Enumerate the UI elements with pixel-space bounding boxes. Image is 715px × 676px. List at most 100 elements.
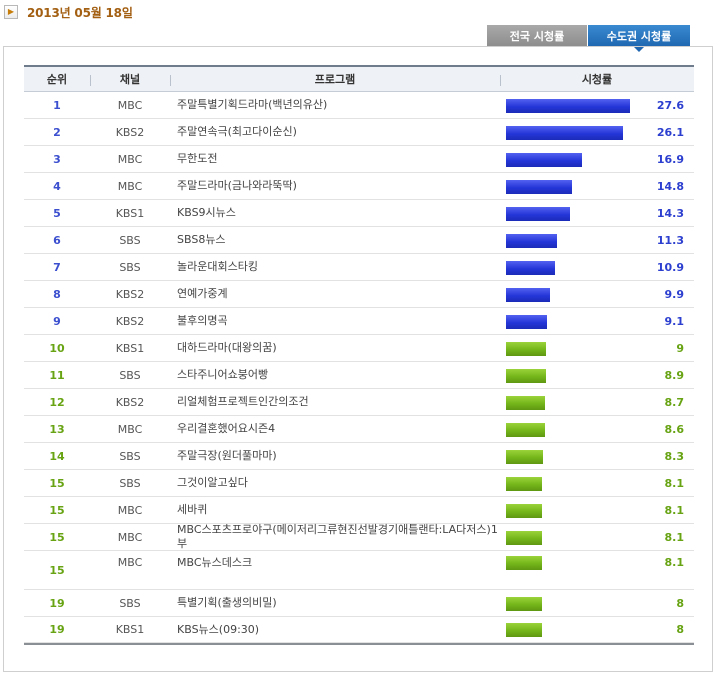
- channel-cell: KBS2: [115, 395, 145, 409]
- table-row: 9 KBS2 불후의명곡 9.1: [24, 308, 694, 335]
- rating-value: 14.3: [656, 207, 684, 220]
- table-row: 3 MBC 무한도전 16.9: [24, 146, 694, 173]
- program-cell: 대하드라마(대왕의꿈): [177, 341, 277, 354]
- rating-bar: [506, 315, 547, 329]
- table-row: 6 SBS SBS8뉴스 11.3: [24, 227, 694, 254]
- rating-cell: 27.6: [500, 92, 694, 118]
- rating-value: 26.1: [656, 126, 684, 139]
- rating-value: 27.6: [656, 99, 684, 112]
- program-cell: 리얼체험프로젝트인간의조건: [177, 395, 309, 408]
- rank-cell: 1: [53, 98, 61, 112]
- channel-cell: SBS: [119, 233, 141, 247]
- rating-cell: 8.1: [500, 524, 694, 550]
- rank-cell: 19: [49, 596, 65, 610]
- rating-value: 8: [676, 597, 684, 610]
- program-cell: 주말특별기획드라마(백년의유산): [177, 98, 328, 111]
- rating-bar: [506, 369, 546, 383]
- date-bar: ▶ 2013년 05월 18일: [4, 4, 133, 20]
- table-row: 10 KBS1 대하드라마(대왕의꿈) 9: [24, 335, 694, 362]
- channel-cell: MBC: [117, 530, 143, 544]
- table-row: 15 MBC MBC스포츠프로야구(메이저리그류현진선발경기애틀랜타:LA다저스)1…: [24, 523, 694, 551]
- rating-bar: [506, 396, 545, 410]
- channel-cell: KBS2: [115, 125, 145, 139]
- rating-bar: [506, 180, 572, 194]
- rating-bar: [506, 597, 542, 611]
- channel-cell: SBS: [119, 368, 141, 382]
- program-cell: 불후의명곡: [177, 314, 228, 327]
- rating-value: 8.6: [664, 423, 685, 436]
- rating-value: 11.3: [656, 234, 684, 247]
- rank-cell: 15: [49, 530, 65, 544]
- rank-cell: 13: [49, 422, 65, 436]
- rating-value: 9.1: [664, 315, 685, 328]
- rating-bar: [506, 153, 582, 167]
- rank-cell: 4: [53, 179, 61, 193]
- rating-bar: [506, 450, 543, 464]
- program-cell: 세바퀴: [177, 503, 208, 516]
- header-channel: 채널: [90, 67, 170, 91]
- rating-bar: [506, 342, 546, 356]
- rating-cell: 16.9: [500, 146, 694, 172]
- date-arrow-button[interactable]: ▶: [4, 5, 18, 19]
- table-row: 12 KBS2 리얼체험프로젝트인간의조건 8.7: [24, 389, 694, 416]
- channel-cell: KBS2: [115, 314, 145, 328]
- rating-value: 10.9: [656, 261, 684, 274]
- program-cell: 주말드라마(금나와라뚝딱): [177, 179, 297, 192]
- table-row: 8 KBS2 연예가중계 9.9: [24, 281, 694, 308]
- program-cell: 그것이알고싶다: [177, 476, 248, 489]
- tab-national-rating[interactable]: 전국 시청률: [487, 25, 588, 47]
- program-cell: 연예가중계: [177, 287, 228, 300]
- rating-value: 8.9: [664, 369, 685, 382]
- rating-cell: 8.3: [500, 443, 694, 469]
- rating-cell: 9: [500, 335, 694, 361]
- rating-cell: 8.1: [500, 497, 694, 523]
- channel-cell: MBC: [117, 556, 143, 569]
- header-rating: 시청률: [500, 67, 694, 91]
- rank-cell: 15: [49, 563, 65, 577]
- table-header: 순위 채널 프로그램 시청률: [24, 65, 694, 92]
- rating-cell: 8.1: [500, 470, 694, 496]
- rating-value: 14.8: [656, 180, 684, 193]
- table-row: 11 SBS 스타주니어쇼붕어빵 8.9: [24, 362, 694, 389]
- program-cell: 특별기획(출생의비밀): [177, 596, 277, 609]
- table-row: 5 KBS1 KBS9시뉴스 14.3: [24, 200, 694, 227]
- channel-cell: MBC: [117, 179, 143, 193]
- table-row: 19 KBS1 KBS뉴스(09:30) 8: [24, 617, 694, 643]
- channel-cell: MBC: [117, 98, 143, 112]
- rank-cell: 2: [53, 125, 61, 139]
- table-row: 14 SBS 주말극장(원더풀마마) 8.3: [24, 443, 694, 470]
- header-program: 프로그램: [170, 67, 500, 91]
- rating-bar: [506, 504, 542, 518]
- table-row: 4 MBC 주말드라마(금나와라뚝딱) 14.8: [24, 173, 694, 200]
- rating-bar: [506, 261, 555, 275]
- table-row: 1 MBC 주말특별기획드라마(백년의유산) 27.6: [24, 92, 694, 119]
- rating-value: 9.9: [664, 288, 685, 301]
- rating-bar: [506, 126, 623, 140]
- rating-bar: [506, 423, 545, 437]
- rating-cell: 10.9: [500, 254, 694, 280]
- channel-cell: KBS1: [115, 206, 145, 220]
- table-body: 1 MBC 주말특별기획드라마(백년의유산) 27.6 2 KBS2 주말연속극(최고다이순…: [24, 92, 694, 645]
- program-cell: KBS뉴스(09:30): [177, 622, 260, 636]
- rating-bar: [506, 99, 630, 113]
- rating-value: 8.1: [664, 504, 685, 517]
- channel-cell: KBS2: [115, 287, 145, 301]
- program-cell: 주말극장(원더풀마마): [177, 449, 277, 462]
- tab-capital-rating[interactable]: 수도권 시청률: [588, 25, 690, 52]
- channel-cell: SBS: [119, 596, 141, 610]
- rating-bar: [506, 234, 557, 248]
- rank-cell: 11: [49, 368, 65, 382]
- program-cell: 우리결혼했어요시즌4: [177, 422, 276, 435]
- rating-bar: [506, 477, 542, 491]
- rank-cell: 15: [49, 503, 65, 517]
- program-cell: SBS8뉴스: [177, 233, 226, 246]
- chevron-right-icon: ▶: [7, 7, 15, 16]
- rating-tabs: 전국 시청률 수도권 시청률: [487, 25, 690, 52]
- channel-cell: SBS: [119, 449, 141, 463]
- date-label: 2013년 05월 18일: [27, 5, 133, 20]
- channel-cell: KBS1: [115, 341, 145, 355]
- rating-bar: [506, 623, 542, 637]
- rank-cell: 9: [53, 314, 61, 328]
- rank-cell: 6: [53, 233, 61, 247]
- rank-cell: 15: [49, 476, 65, 490]
